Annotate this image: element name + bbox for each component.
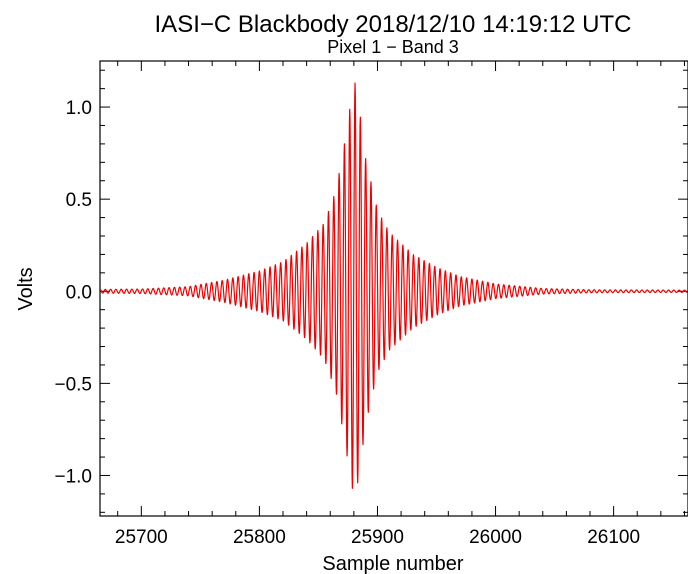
y-tick-label: 1.0 — [66, 98, 92, 119]
y-tick-label: −1.0 — [54, 466, 92, 487]
y-axis-label: Volts — [15, 267, 37, 310]
y-tick-labels: −1.0 −0.5 0.0 0.5 1.0 — [54, 98, 92, 487]
y-tick-label: 0.5 — [66, 190, 92, 211]
plot-area — [99, 60, 688, 517]
x-tick-labels: 25700 25800 25900 26000 26100 — [115, 527, 640, 548]
chart-subtitle: Pixel 1 − Band 3 — [327, 37, 459, 57]
minor-ticks — [100, 61, 688, 516]
plot-frame — [99, 60, 688, 517]
y-tick-label: −0.5 — [54, 374, 92, 395]
x-tick-label: 25800 — [233, 527, 286, 548]
major-ticks — [100, 61, 688, 516]
x-tick-label: 25700 — [115, 527, 168, 548]
x-tick-label: 25900 — [351, 527, 404, 548]
series-line — [99, 82, 688, 489]
y-tick-label: 0.0 — [66, 282, 92, 303]
chart-title: IASI−C Blackbody 2018/12/10 14:19:12 UTC — [155, 11, 632, 38]
x-tick-label: 26100 — [587, 527, 640, 548]
x-tick-label: 26000 — [469, 527, 522, 548]
x-axis-label: Sample number — [322, 553, 464, 574]
